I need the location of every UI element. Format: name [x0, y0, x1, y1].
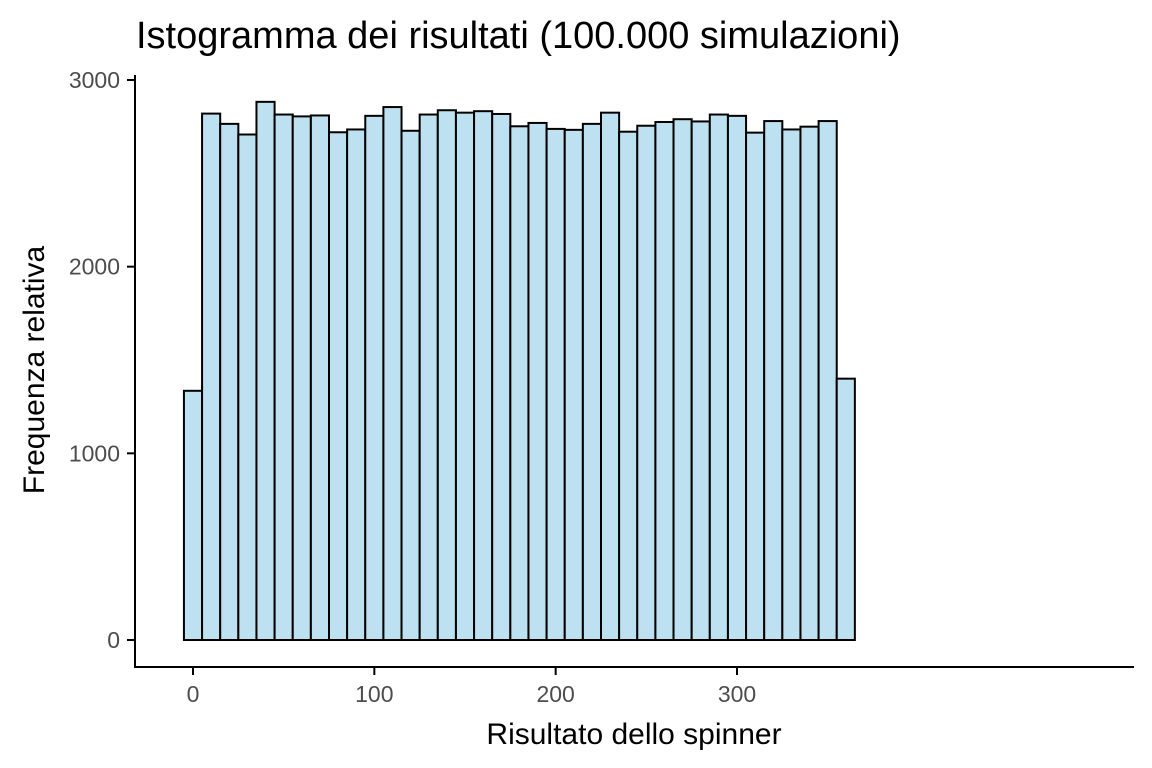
x-tick-label: 300	[718, 681, 756, 707]
histogram-bar	[237, 133, 258, 642]
histogram-bar	[328, 131, 349, 641]
y-ticks-group: 0 1000 2000 3000	[69, 67, 135, 653]
histogram-bar	[418, 113, 439, 642]
histogram-bar	[672, 118, 693, 641]
x-tick-label: 100	[355, 681, 393, 707]
histogram-bar	[382, 106, 403, 642]
histogram-bar	[763, 120, 784, 642]
x-tick-label: 200	[536, 681, 574, 707]
histogram-bar	[309, 114, 331, 641]
chart-title: Istogramma dei risultati (100.000 simula…	[136, 15, 901, 57]
histogram-bar	[835, 377, 856, 641]
histogram-bar	[618, 130, 639, 641]
histogram-bar	[799, 125, 820, 641]
histogram-bar	[654, 121, 675, 641]
x-axis-title: Risultato dello spinner	[486, 718, 781, 751]
histogram-bar	[491, 112, 512, 642]
histogram-bar	[563, 128, 584, 641]
histogram-bar	[509, 125, 530, 641]
histogram-bar	[708, 113, 729, 642]
x-ticks-group: 0 100 200 300	[187, 667, 756, 707]
histogram-bar	[726, 114, 748, 641]
histogram-bar	[364, 114, 385, 641]
x-tick-label: 0	[187, 681, 200, 707]
y-axis-title: Frequenza relativa	[18, 245, 51, 494]
histogram-bar	[600, 111, 621, 641]
y-tick-label: 0	[107, 627, 120, 653]
axes-group	[134, 75, 1134, 668]
histogram-bar	[219, 122, 240, 642]
histogram-bar	[690, 120, 711, 641]
histogram-bar	[400, 129, 421, 641]
histogram-bar	[527, 121, 548, 641]
histogram-bar	[201, 112, 222, 642]
histogram-bar	[454, 111, 476, 641]
histogram-bar	[636, 124, 657, 641]
histogram-bar	[545, 127, 566, 641]
y-tick-label: 1000	[69, 440, 120, 466]
histogram-bar	[182, 389, 204, 641]
histogram-bar	[473, 110, 494, 641]
histogram-bar	[581, 122, 602, 642]
histogram-bar	[273, 113, 294, 642]
histogram-bar	[817, 120, 838, 642]
histogram-bar	[346, 128, 367, 641]
y-tick-label: 3000	[69, 67, 120, 93]
histogram-bar	[781, 128, 802, 641]
y-tick-label: 2000	[69, 254, 120, 280]
histogram-bar	[436, 109, 457, 642]
histogram-bar	[255, 100, 276, 641]
histogram-bar	[745, 131, 766, 641]
bars-group	[182, 100, 856, 642]
histogram-bar	[291, 115, 312, 641]
